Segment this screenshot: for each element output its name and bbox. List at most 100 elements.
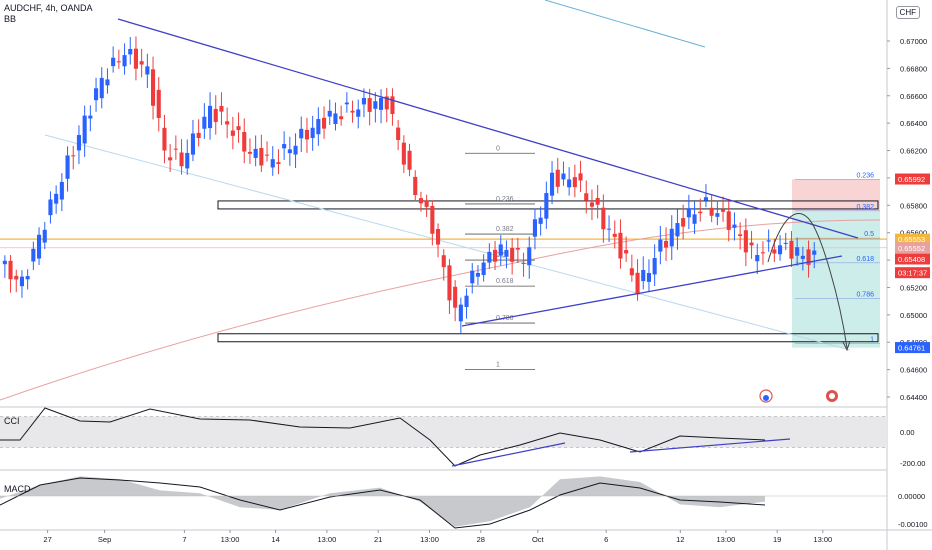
- price-tick-label: 0.65200: [900, 283, 927, 292]
- price-tag-label: 0.65553: [898, 235, 925, 244]
- candle: [270, 159, 275, 168]
- candle: [71, 155, 76, 157]
- time-tick-label: Oct: [532, 535, 545, 544]
- candle: [99, 77, 104, 99]
- candle: [42, 229, 47, 243]
- candle: [464, 295, 469, 308]
- time-tick-label: 12: [676, 535, 684, 544]
- candle: [88, 115, 93, 119]
- descending-trendline: [117, 18, 859, 239]
- candle: [350, 110, 355, 113]
- time-tick-label: 19: [773, 535, 781, 544]
- candle: [498, 244, 503, 256]
- candle: [236, 126, 241, 131]
- time-tick-label: 27: [43, 535, 51, 544]
- candle: [196, 132, 201, 139]
- candle: [703, 197, 708, 201]
- event-alert-core-icon: [829, 393, 835, 399]
- fib-left-label: 0.236: [496, 196, 514, 203]
- candle: [475, 273, 480, 277]
- candle: [709, 207, 714, 216]
- candle: [179, 152, 184, 167]
- price-tag-label: 0.65552: [898, 244, 925, 253]
- candle: [59, 181, 64, 200]
- support-zone: [217, 333, 879, 343]
- candle: [242, 132, 247, 152]
- candle: [299, 128, 304, 139]
- candle: [122, 55, 127, 67]
- price-tag: [895, 242, 930, 254]
- candle: [139, 61, 144, 65]
- cci-trendline-1: [451, 442, 566, 467]
- candle: [658, 239, 663, 252]
- candle: [105, 79, 110, 86]
- macd-tick-label: 0.00000: [898, 492, 925, 501]
- price-tag: [895, 233, 930, 245]
- candle: [487, 251, 492, 263]
- candle: [504, 249, 509, 257]
- candle: [726, 211, 731, 230]
- macd-label: MACD: [4, 484, 31, 494]
- candle: [664, 240, 669, 248]
- price-tag-label: 0.64761: [898, 344, 925, 353]
- candle: [54, 193, 59, 204]
- candle: [646, 273, 651, 282]
- candle: [521, 263, 526, 265]
- candle: [778, 245, 783, 255]
- time-tick-label: 13:00: [318, 535, 337, 544]
- candle: [413, 176, 418, 195]
- fib-left-label: 0.382: [496, 226, 514, 233]
- candle: [339, 116, 344, 120]
- candle: [629, 268, 634, 276]
- candle: [686, 208, 691, 218]
- candle: [379, 97, 384, 110]
- fib-right-label: 0.236: [856, 172, 874, 179]
- currency-button[interactable]: CHF: [895, 6, 920, 19]
- candle: [601, 207, 606, 230]
- candle: [550, 172, 555, 196]
- time-tick-label: 7: [182, 535, 186, 544]
- candle: [783, 242, 788, 244]
- candle: [373, 101, 378, 109]
- candle: [396, 127, 401, 140]
- candle: [31, 248, 36, 262]
- price-tag: [895, 253, 930, 265]
- candle: [430, 205, 435, 234]
- price-tick-label: 0.64400: [900, 393, 927, 402]
- candle: [65, 155, 70, 179]
- candle: [812, 250, 817, 255]
- price-tick-label: 0.65600: [900, 229, 927, 238]
- candle: [795, 247, 800, 256]
- candle: [441, 255, 446, 268]
- candle: [624, 250, 629, 254]
- candle: [743, 230, 748, 253]
- profit-zone: [792, 210, 880, 348]
- price-tick-label: 0.65000: [900, 311, 927, 320]
- projection-path: [767, 213, 848, 349]
- time-tick-label: 13:00: [221, 535, 240, 544]
- candle: [173, 148, 178, 150]
- candle: [213, 108, 218, 122]
- fib-left-label: 0.618: [496, 278, 514, 285]
- candle: [287, 149, 292, 154]
- candle: [612, 233, 617, 237]
- candle: [493, 249, 498, 262]
- projection-arrow-icon: [842, 340, 851, 352]
- candle: [82, 115, 87, 144]
- candle: [772, 249, 777, 254]
- fib-right-label: 0.382: [856, 204, 874, 211]
- candle: [356, 109, 361, 117]
- candle: [589, 202, 594, 207]
- price-tag: [895, 267, 930, 279]
- loss-zone: [792, 179, 880, 211]
- price-tag-label: 03:17:37: [898, 269, 927, 278]
- candle: [738, 234, 743, 237]
- candle: [116, 61, 121, 63]
- candle: [567, 179, 572, 188]
- candle: [561, 173, 566, 180]
- candle: [749, 242, 754, 246]
- candle: [76, 135, 81, 151]
- candle: [641, 270, 646, 282]
- price-tick-label: 0.65800: [900, 201, 927, 210]
